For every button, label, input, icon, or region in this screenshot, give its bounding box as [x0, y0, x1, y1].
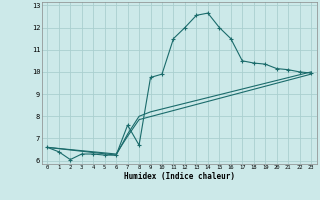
- X-axis label: Humidex (Indice chaleur): Humidex (Indice chaleur): [124, 172, 235, 181]
